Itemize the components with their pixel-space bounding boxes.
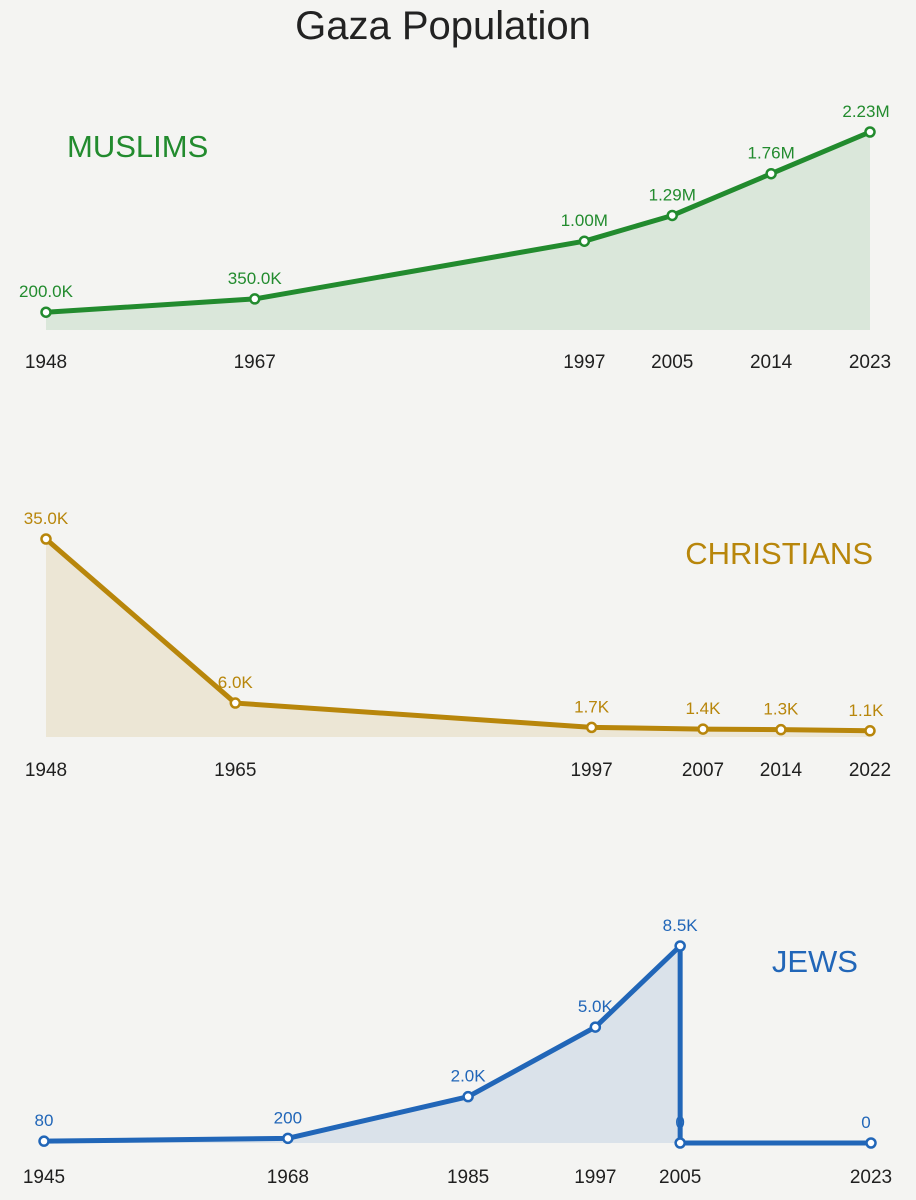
- christians-value-label: 6.0K: [218, 673, 254, 692]
- jews-point: [462, 1090, 474, 1103]
- christians-value-label: 1.4K: [685, 699, 721, 718]
- christians-point: [697, 723, 709, 735]
- jews-group-label: JEWS: [772, 944, 858, 979]
- christians-value-label: 1.7K: [574, 697, 610, 716]
- jews-point: [282, 1132, 294, 1145]
- muslims-area: [46, 132, 870, 330]
- jews-value-label: 200: [274, 1108, 302, 1127]
- muslims-x-tick-label: 1967: [234, 352, 276, 373]
- jews-value-label: 0: [675, 1113, 684, 1132]
- christians-point: [585, 721, 598, 734]
- muslims-point: [666, 209, 678, 222]
- muslims-point: [765, 167, 777, 180]
- muslims-series-line: [43, 129, 873, 315]
- jews-value-label: 8.5K: [663, 916, 699, 935]
- christians-group-label: CHRISTIANS: [685, 536, 873, 571]
- jews-value-label: 0: [861, 1113, 870, 1132]
- muslims-value-label: 350.0K: [228, 269, 283, 288]
- jews-x-tick-label: 1945: [23, 1167, 65, 1188]
- jews-point: [674, 940, 686, 952]
- muslims-x-tick-label: 2005: [651, 352, 693, 373]
- muslims-point: [578, 235, 591, 247]
- jews-point: [865, 1137, 877, 1149]
- muslims-value-label: 200.0K: [19, 282, 74, 301]
- christians-x-tick-label: 2014: [760, 760, 803, 781]
- christians-x-tick-label: 2022: [849, 760, 891, 781]
- jews-value-label: 2.0K: [451, 1067, 487, 1086]
- christians-value-label: 1.1K: [849, 701, 885, 720]
- muslims-x-tick-label: 2023: [849, 352, 891, 373]
- christians-point: [864, 725, 876, 737]
- christians-point: [40, 533, 52, 545]
- page-title: Gaza Population: [295, 4, 591, 48]
- muslims-point: [248, 293, 261, 305]
- jews-value-label: 80: [35, 1111, 54, 1130]
- jews-x-tick-label: 2023: [850, 1167, 892, 1188]
- muslims-value-label: 1.29M: [649, 185, 696, 204]
- jews-x-tick-label: 1997: [574, 1167, 616, 1188]
- muslims-point: [864, 126, 876, 138]
- christians-x-tick-label: 1997: [570, 760, 612, 781]
- jews-point: [38, 1135, 50, 1147]
- muslims-x-tick-label: 1948: [25, 352, 67, 373]
- muslims-x-tick-label: 2014: [750, 352, 793, 373]
- christians-point: [775, 723, 787, 736]
- christians-area: [46, 539, 870, 737]
- christians-point: [229, 697, 242, 709]
- muslims-value-label: 1.00M: [561, 211, 608, 230]
- christians-value-label: 1.3K: [763, 700, 799, 719]
- christians-series-line: [43, 536, 873, 734]
- jews-point: [589, 1021, 602, 1033]
- muslims-x-tick-label: 1997: [563, 352, 605, 373]
- jews-x-tick-label: 2005: [659, 1167, 701, 1188]
- jews-point: [674, 1137, 686, 1149]
- jews-x-tick-label: 1985: [447, 1167, 489, 1188]
- muslims-value-label: 1.76M: [747, 144, 794, 163]
- christians-x-tick-label: 1948: [25, 760, 67, 781]
- jews-value-label: 5.0K: [578, 997, 614, 1016]
- muslims-value-label: 2.23M: [842, 102, 889, 121]
- christians-value-label: 35.0K: [24, 509, 69, 528]
- christians-x-tick-label: 1965: [214, 760, 256, 781]
- muslims-group-label: MUSLIMS: [67, 129, 208, 164]
- muslims-point: [40, 306, 52, 318]
- jews-area: [44, 946, 871, 1143]
- christians-x-tick-label: 2007: [682, 760, 724, 781]
- jews-x-tick-label: 1968: [267, 1167, 309, 1188]
